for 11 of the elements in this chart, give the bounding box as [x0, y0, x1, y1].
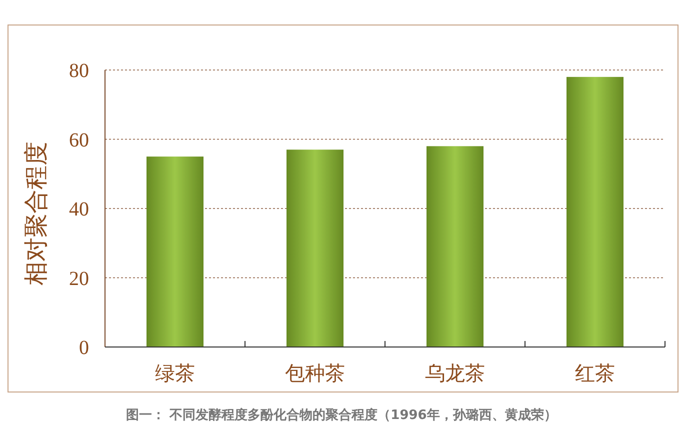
x-tick-label: 乌龙茶: [425, 363, 485, 385]
y-tick-label: 20: [69, 268, 89, 290]
y-tick-label: 40: [69, 198, 89, 220]
y-tick-label: 0: [79, 337, 89, 359]
y-tick-label: 60: [69, 129, 89, 152]
y-axis-title: 相对聚合程度: [23, 142, 50, 286]
x-tick-label: 包种茶: [285, 363, 345, 385]
x-tick-label: 绿茶: [155, 363, 195, 385]
y-tick-label: 80: [69, 60, 89, 82]
text: 图一： 不同发酵程度多酚化合物的聚合程度（1996年，孙璐西、黄成荣）: [126, 407, 557, 423]
x-tick-label: 红茶: [575, 363, 615, 385]
